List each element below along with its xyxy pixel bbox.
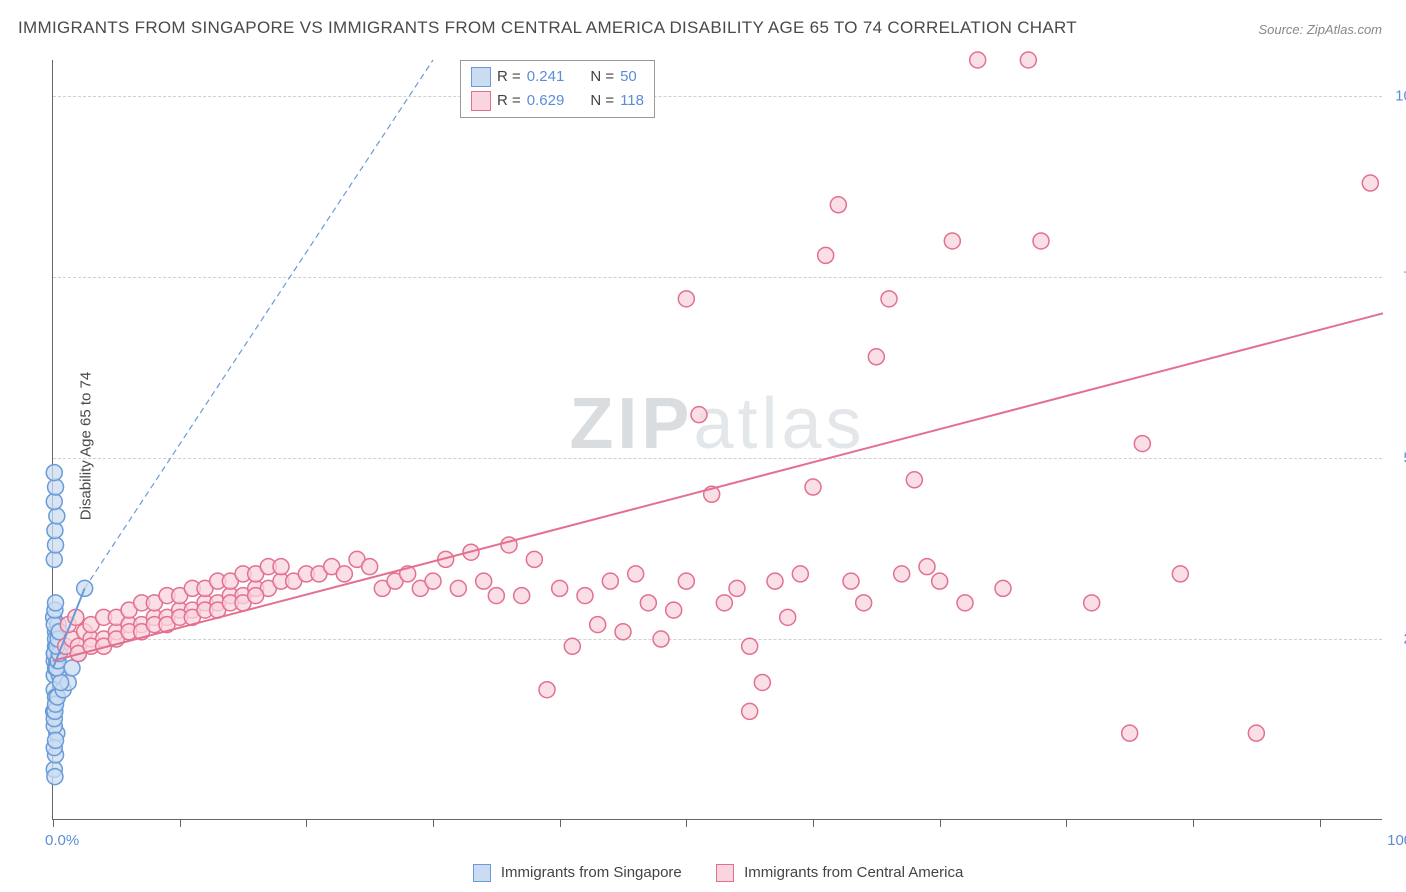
bottom-swatch-central-america xyxy=(716,864,734,882)
legend-swatch-central-america xyxy=(471,91,491,111)
y-tick-label: 100.0% xyxy=(1395,88,1406,105)
legend-row-singapore: R = 0.241 N = 50 xyxy=(471,65,644,89)
x-axis-min-label: 0.0% xyxy=(45,832,79,849)
plot-area: ZIPatlas 25.0%50.0%75.0%100.0% 0.0% 100.… xyxy=(52,60,1382,820)
correlation-chart: IMMIGRANTS FROM SINGAPORE VS IMMIGRANTS … xyxy=(0,0,1406,892)
source-attribution: Source: ZipAtlas.com xyxy=(1258,22,1382,37)
legend-swatch-singapore xyxy=(471,67,491,87)
bottom-label-singapore: Immigrants from Singapore xyxy=(501,864,682,881)
scatter-plot-svg xyxy=(53,60,1382,819)
legend-row-central-america: R = 0.629 N = 118 xyxy=(471,89,644,113)
bottom-legend: Immigrants from Singapore Immigrants fro… xyxy=(0,864,1406,882)
bottom-swatch-singapore xyxy=(473,864,491,882)
chart-title: IMMIGRANTS FROM SINGAPORE VS IMMIGRANTS … xyxy=(18,18,1077,38)
bottom-label-central-america: Immigrants from Central America xyxy=(744,864,963,881)
correlation-legend: R = 0.241 N = 50 R = 0.629 N = 118 xyxy=(460,60,655,118)
x-axis-max-label: 100.0% xyxy=(1387,832,1406,849)
